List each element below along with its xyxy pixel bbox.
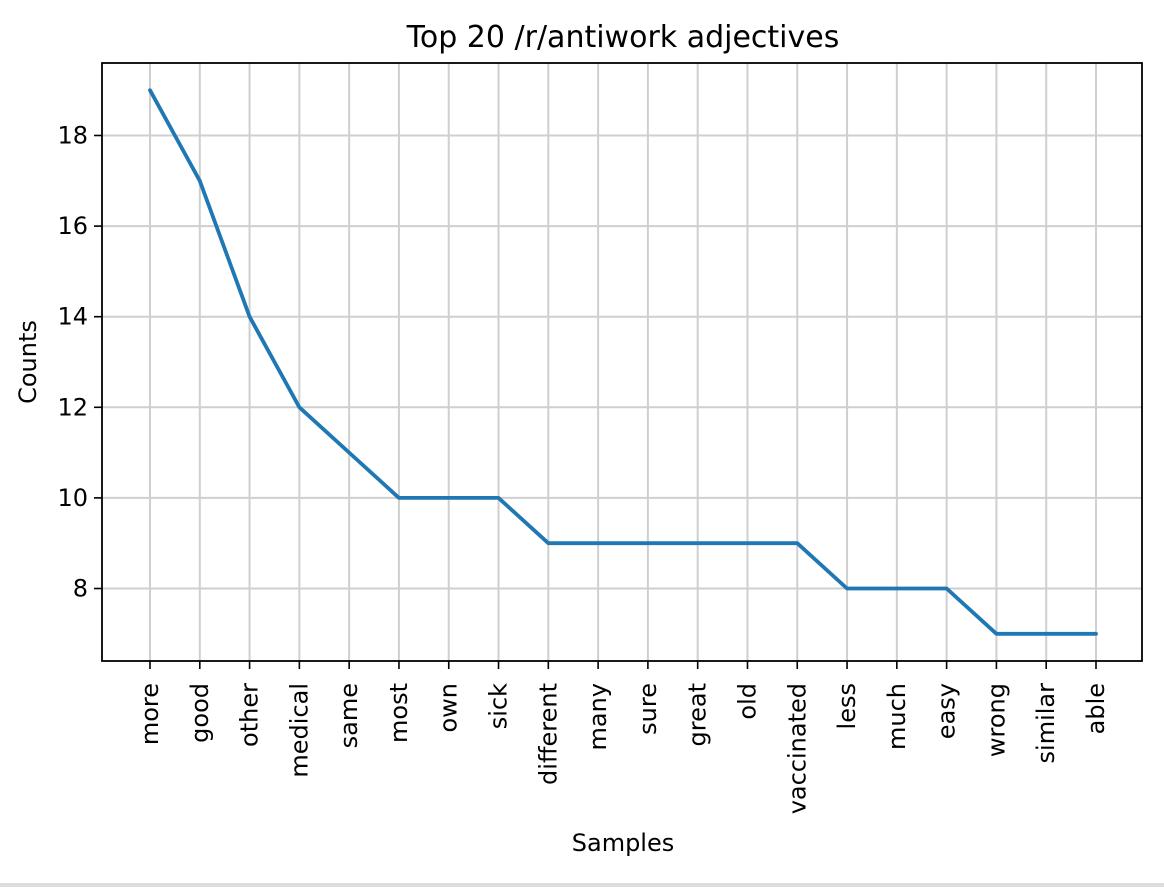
x-tick-label: own xyxy=(435,683,463,733)
x-tick-label: other xyxy=(236,683,264,747)
x-tick-label: sure xyxy=(634,683,662,735)
x-tick-label: sick xyxy=(485,683,513,729)
x-tick-label: most xyxy=(385,683,413,743)
x-tick-label: similar xyxy=(1032,683,1060,764)
x-tick-label: many xyxy=(584,683,612,751)
x-axis-label: Samples xyxy=(572,829,675,857)
x-tick-label: less xyxy=(833,683,861,729)
x-axis: more good other medical same most own sick diffe… xyxy=(136,661,1110,814)
grid-lines xyxy=(102,63,1142,661)
x-tick-label: able xyxy=(1082,683,1110,734)
bottom-divider xyxy=(0,883,1164,887)
y-axis-label: Counts xyxy=(14,320,42,404)
x-tick-label: more xyxy=(136,683,164,745)
y-tick-label: 12 xyxy=(57,393,88,421)
y-tick-label: 18 xyxy=(57,121,88,149)
x-tick-label: good xyxy=(186,683,214,743)
x-tick-label: wrong xyxy=(982,683,1010,757)
x-tick-label: same xyxy=(335,683,363,748)
y-tick-label: 10 xyxy=(57,484,88,512)
x-tick-label: easy xyxy=(933,683,961,739)
x-tick-label: vaccinated xyxy=(783,683,811,814)
plot-frame xyxy=(101,62,1143,662)
y-tick-label: 14 xyxy=(57,303,88,331)
x-tick-label: great xyxy=(684,683,712,746)
y-axis: 8 10 12 14 16 18 xyxy=(57,121,102,603)
x-tick-label: old xyxy=(733,683,761,720)
y-tick-label: 16 xyxy=(57,212,88,240)
series-line xyxy=(148,88,1098,636)
x-tick-label: different xyxy=(534,683,562,785)
y-tick-label: 8 xyxy=(73,575,88,603)
x-tick-label: much xyxy=(883,683,911,750)
x-tick-label: medical xyxy=(285,683,313,778)
series-group xyxy=(148,88,1098,636)
chart-title: Top 20 /r/antiwork adjectives xyxy=(406,20,840,55)
